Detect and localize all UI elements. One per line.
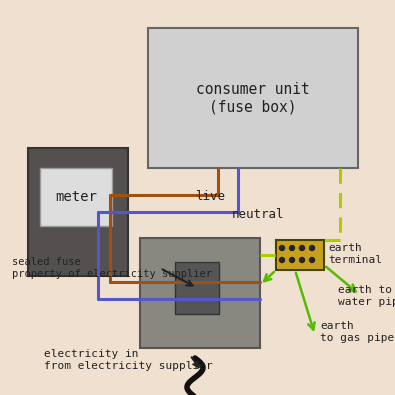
Circle shape (299, 246, 305, 250)
Text: consumer unit
(fuse box): consumer unit (fuse box) (196, 82, 310, 114)
Circle shape (310, 246, 314, 250)
Circle shape (310, 258, 314, 263)
Text: sealed fuse
property of electricity supplier: sealed fuse property of electricity supp… (12, 257, 212, 279)
Bar (276, 240, 324, 270)
Circle shape (280, 258, 284, 263)
Text: neutral: neutral (232, 207, 284, 220)
Text: live: live (195, 190, 225, 203)
Circle shape (299, 258, 305, 263)
Text: meter: meter (55, 190, 97, 204)
Circle shape (290, 258, 295, 263)
Text: earth
to gas pipe: earth to gas pipe (320, 321, 394, 343)
Bar (40, 168, 112, 226)
Circle shape (290, 246, 295, 250)
Text: electricity in
from electricity supplier: electricity in from electricity supplier (43, 349, 213, 371)
Bar (148, 28, 358, 168)
Bar (175, 262, 219, 314)
Circle shape (280, 246, 284, 250)
Bar (28, 148, 128, 276)
Text: earth
terminal: earth terminal (328, 243, 382, 265)
Text: earth to
water pipe: earth to water pipe (338, 285, 395, 307)
Bar (140, 238, 260, 348)
